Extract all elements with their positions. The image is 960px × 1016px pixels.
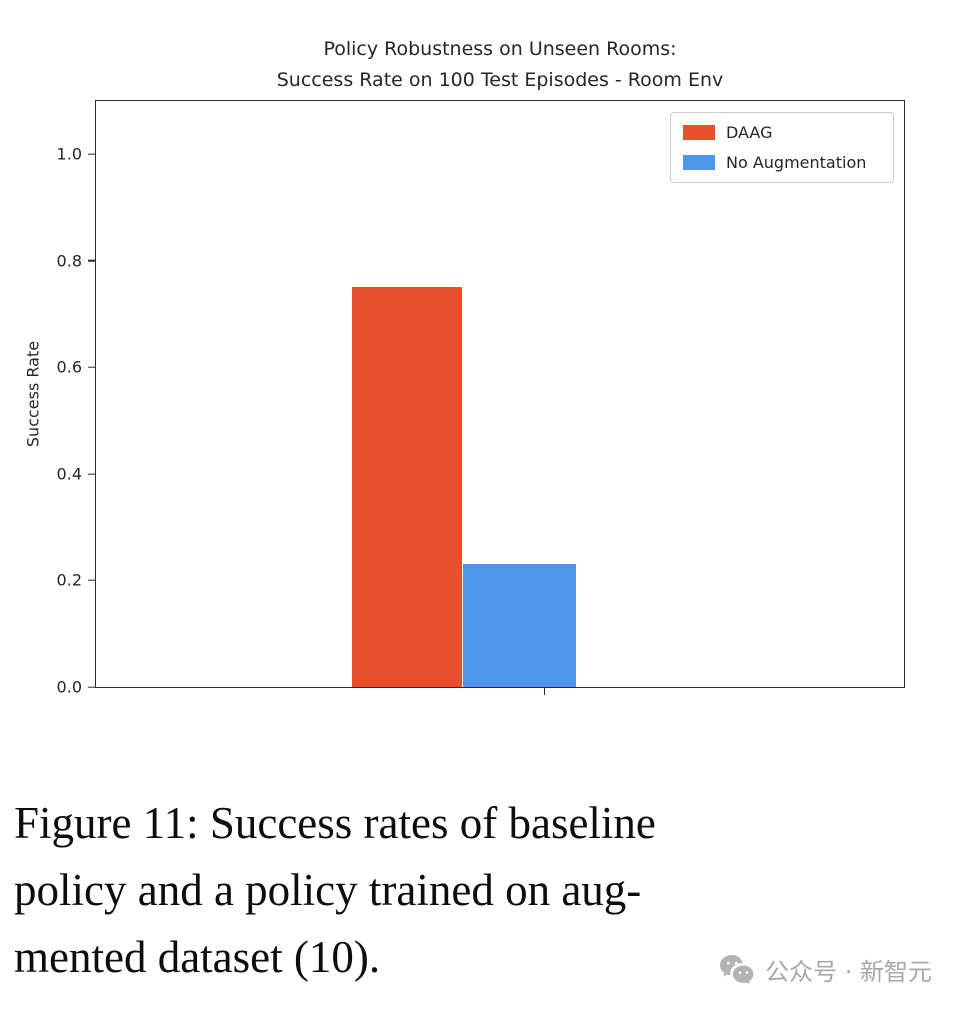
y-tick-mark [88,473,96,475]
watermark: 公众号 · 新智元 [719,952,932,987]
y-tick-mark [88,579,96,582]
y-tick-mark [88,366,96,369]
y-tick-label: 0.8 [56,251,82,271]
y-tick-label: 0.6 [56,357,82,377]
legend-swatch-daag [683,125,715,140]
y-tick-label: 1.0 [56,144,82,164]
bar-no-augmentation [462,564,576,687]
caption-line: policy and a policy trained on aug- [14,865,642,915]
chart-title: Policy Robustness on Unseen Rooms: Succe… [95,34,905,96]
legend-item-no-augmentation: No Augmentation [683,153,879,172]
y-tick-mark [88,260,96,262]
x-tick-mark [543,687,546,695]
legend-label-daag: DAAG [726,123,773,142]
legend-swatch-no-augmentation [683,155,715,170]
legend: DAAG No Augmentation [670,112,894,183]
y-tick-label: 0.2 [56,570,82,590]
chart-title-line1: Policy Robustness on Unseen Rooms: [323,38,677,60]
y-axis-label: Success Rate [23,340,43,448]
y-tick-mark [88,686,96,688]
legend-label-no-augmentation: No Augmentation [726,153,867,172]
caption-line: Figure 11: Success rates of baseline [14,798,656,848]
wechat-icon [720,954,754,984]
plot-area: 0.0 0.2 0.4 0.6 0.8 1.0 DAAG No Augmentation [57,100,905,697]
y-tick-label: 0.4 [56,464,82,484]
bar-daag [352,287,462,687]
y-tick-label: 0.0 [56,677,82,697]
watermark-text: 公众号 · 新智元 [765,958,932,986]
y-tick-mark [88,153,96,155]
caption-line: mented dataset (10). [14,932,381,982]
legend-item-daag: DAAG [683,123,879,142]
figure-caption: Figure 11: Success rates of baseline pol… [14,790,949,991]
chart-title-line2: Success Rate on 100 Test Episodes - Room… [276,69,724,91]
